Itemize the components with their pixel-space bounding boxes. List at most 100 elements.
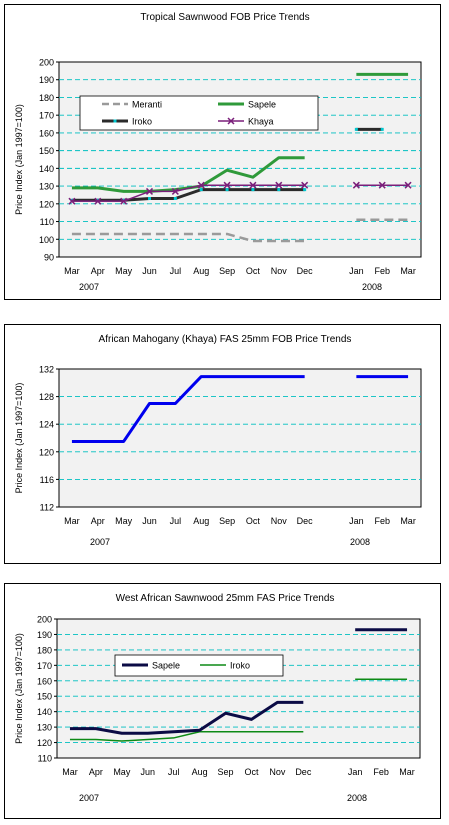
y-tick-label: 160	[37, 676, 52, 686]
x-tick-label: Apr	[91, 516, 105, 526]
data-point-iroko	[354, 127, 358, 131]
data-point-khaya	[404, 181, 412, 189]
x-tick-label: Sep	[219, 266, 235, 276]
legend-label: Iroko	[230, 661, 250, 671]
series-line-meranti	[71, 232, 305, 243]
x-tick-label: Mar	[400, 516, 416, 526]
y-tick-label: 128	[39, 392, 54, 402]
x-tick-label: May	[115, 266, 133, 276]
x-tick-label: Oct	[244, 767, 259, 777]
series-line-khaya	[71, 184, 305, 202]
y-tick-label: 170	[39, 111, 54, 121]
x-tick-label: Jul	[168, 767, 180, 777]
x-tick-label: Nov	[269, 767, 286, 777]
y-tick-label: 190	[37, 630, 52, 640]
data-point-iroko	[225, 188, 229, 192]
x-tick-label: Mar	[400, 266, 416, 276]
x-tick-label: Nov	[271, 516, 288, 526]
x-tick-label: Feb	[373, 767, 389, 777]
y-tick-label: 170	[37, 661, 52, 671]
x-tick-label: Dec	[295, 767, 312, 777]
data-point-iroko	[148, 197, 151, 200]
year-label: 2007	[90, 537, 110, 547]
x-tick-label: Feb	[374, 266, 390, 276]
y-axis-label: Price Index (Jan 1997=100)	[14, 104, 24, 215]
y-tick-label: 112	[40, 503, 54, 513]
x-tick-label: Jan	[348, 767, 363, 777]
x-tick-label: Jul	[170, 266, 182, 276]
x-tick-label: Aug	[192, 767, 208, 777]
data-point-khaya	[94, 197, 102, 205]
x-tick-label: Jan	[349, 266, 364, 276]
legend	[114, 654, 284, 677]
x-tick-label: Mar	[399, 767, 415, 777]
legend-label: Khaya	[248, 117, 274, 127]
plot-area	[56, 618, 421, 759]
data-point-khaya	[352, 181, 360, 189]
data-point-khaya	[145, 187, 154, 195]
y-tick-label: 150	[37, 692, 52, 702]
year-label: 2007	[79, 282, 99, 292]
y-tick-label: 160	[39, 128, 54, 138]
y-tick-label: 140	[39, 164, 54, 174]
legend-label: Sapele	[152, 661, 180, 671]
x-tick-label: Jun	[142, 266, 157, 276]
chart-title: Tropical Sawnwood FOB Price Trends	[140, 12, 309, 23]
x-tick-label: Jan	[349, 516, 364, 526]
legend-label: Meranti	[132, 100, 162, 110]
data-point-iroko	[277, 188, 281, 192]
x-tick-label: Jul	[170, 516, 182, 526]
y-tick-label: 90	[44, 253, 54, 263]
x-tick-label: Oct	[246, 266, 261, 276]
year-label: 2008	[362, 282, 382, 292]
y-tick-label: 100	[39, 235, 54, 245]
chart-title: African Mahogany (Khaya) FAS 25mm FOB Pr…	[99, 334, 352, 345]
x-tick-label: Apr	[89, 767, 103, 777]
y-tick-label: 120	[39, 447, 54, 457]
y-tick-label: 116	[40, 475, 54, 485]
legend-label: Sapele	[248, 100, 276, 110]
y-tick-label: 110	[38, 754, 52, 764]
y-tick-label: 130	[39, 182, 54, 192]
y-tick-label: 150	[39, 146, 54, 156]
y-tick-label: 180	[37, 645, 52, 655]
data-point-khaya	[120, 197, 128, 205]
y-tick-label: 120	[39, 199, 54, 209]
data-point-khaya	[301, 181, 309, 189]
y-tick-label: 200	[37, 615, 52, 625]
data-point-khaya	[249, 181, 257, 189]
legend-marker	[227, 117, 235, 125]
plot-area	[58, 61, 422, 258]
x-tick-label: Dec	[297, 516, 314, 526]
x-tick-label: Oct	[246, 516, 261, 526]
data-point-khaya	[68, 197, 76, 205]
x-tick-label: Sep	[218, 767, 234, 777]
x-tick-label: Apr	[91, 266, 105, 276]
y-tick-label: 110	[40, 217, 54, 227]
y-axis-label: Price Index (Jan 1997=100)	[14, 633, 24, 744]
chart-title: West African Sawnwood 25mm FAS Price Tre…	[116, 593, 335, 604]
x-tick-label: Sep	[219, 516, 235, 526]
y-tick-label: 140	[37, 707, 52, 717]
data-point-iroko	[303, 188, 307, 192]
year-label: 2008	[347, 793, 367, 803]
data-point-iroko	[380, 127, 384, 131]
y-tick-label: 124	[39, 420, 54, 430]
year-label: 2008	[350, 537, 370, 547]
x-tick-label: Aug	[193, 266, 209, 276]
y-axis-label: Price Index (Jan 1997=100)	[14, 383, 24, 494]
x-tick-label: Aug	[193, 516, 209, 526]
legend-label: Iroko	[132, 117, 152, 127]
y-tick-label: 190	[39, 75, 54, 85]
legend-marker	[113, 119, 117, 123]
x-tick-label: Mar	[62, 767, 78, 777]
data-point-iroko	[251, 188, 255, 192]
x-tick-label: Feb	[374, 516, 390, 526]
data-point-khaya	[223, 181, 231, 189]
series-line-khaya-fas	[71, 375, 305, 443]
y-tick-label: 130	[37, 723, 52, 733]
series-line-sapele	[69, 700, 304, 735]
data-point-khaya	[171, 187, 179, 195]
series-line-iroko	[71, 188, 305, 202]
plot-area	[58, 368, 422, 508]
